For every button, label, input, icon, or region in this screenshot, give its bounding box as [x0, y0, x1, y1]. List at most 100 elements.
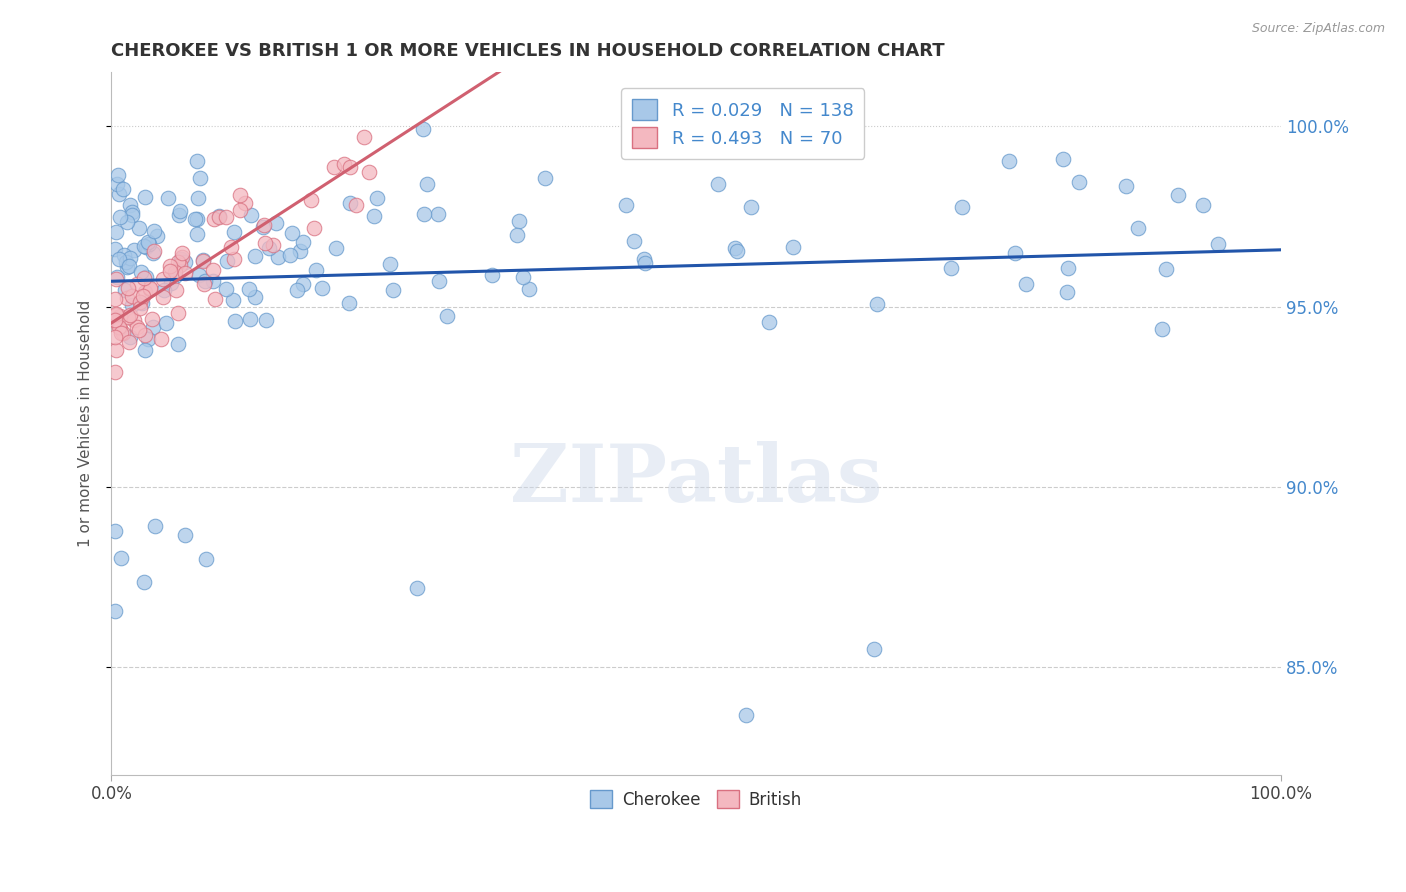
Point [142, 245, 165, 260]
Point [707, 177, 730, 191]
Point [412, 121, 434, 136]
Point [184, 212, 207, 227]
Point [134, 327, 156, 342]
Point [534, 170, 557, 185]
Point [506, 227, 529, 242]
Point [146, 228, 169, 243]
Point [204, 292, 226, 306]
Point [117, 310, 139, 324]
Point [998, 154, 1021, 169]
Point [104, 311, 127, 326]
Point [357, 165, 380, 179]
Point [104, 330, 127, 344]
Point [104, 365, 127, 379]
Point [105, 343, 128, 357]
Point [1056, 260, 1078, 275]
Point [112, 248, 135, 262]
Point [950, 200, 973, 214]
Point [292, 235, 315, 249]
Point [121, 208, 143, 222]
Point [170, 250, 193, 264]
Point [105, 272, 128, 286]
Point [322, 160, 344, 174]
Point [239, 208, 262, 222]
Point [104, 293, 127, 307]
Y-axis label: 1 or more Vehicles in Household: 1 or more Vehicles in Household [79, 300, 93, 548]
Point [291, 277, 314, 291]
Point [149, 332, 172, 346]
Point [339, 196, 361, 211]
Point [111, 182, 134, 196]
Text: Source: ZipAtlas.com: Source: ZipAtlas.com [1251, 22, 1385, 36]
Point [143, 518, 166, 533]
Point [128, 323, 150, 337]
Point [614, 197, 637, 211]
Point [173, 266, 195, 280]
Point [110, 310, 132, 324]
Point [405, 582, 427, 596]
Point [512, 269, 534, 284]
Point [224, 313, 246, 327]
Point [120, 330, 142, 344]
Point [633, 252, 655, 267]
Point [152, 271, 174, 285]
Point [118, 260, 141, 274]
Point [517, 282, 540, 296]
Point [724, 241, 747, 255]
Point [866, 296, 889, 310]
Point [159, 264, 181, 278]
Point [174, 255, 197, 269]
Point [143, 244, 166, 259]
Point [105, 315, 128, 329]
Point [259, 241, 281, 255]
Point [287, 283, 309, 297]
Point [107, 270, 129, 285]
Point [153, 283, 176, 297]
Point [415, 177, 437, 191]
Point [281, 226, 304, 240]
Point [339, 160, 361, 174]
Point [740, 200, 762, 214]
Point [1206, 236, 1229, 251]
Point [481, 268, 503, 282]
Point [129, 294, 152, 309]
Point [121, 297, 143, 311]
Point [299, 194, 322, 208]
Point [110, 326, 132, 341]
Point [165, 283, 187, 297]
Point [152, 290, 174, 304]
Point [104, 243, 127, 257]
Point [758, 315, 780, 329]
Point [193, 277, 215, 291]
Point [139, 281, 162, 295]
Point [143, 223, 166, 237]
Point [344, 198, 367, 212]
Point [201, 262, 224, 277]
Point [382, 284, 405, 298]
Point [195, 552, 218, 566]
Point [134, 190, 156, 204]
Point [105, 177, 128, 191]
Point [215, 282, 238, 296]
Point [215, 211, 238, 225]
Point [436, 309, 458, 323]
Point [623, 234, 645, 248]
Point [120, 252, 142, 266]
Point [325, 241, 347, 255]
Point [122, 244, 145, 258]
Point [337, 295, 360, 310]
Text: ZIPatlas: ZIPatlas [510, 441, 883, 519]
Point [224, 252, 246, 267]
Point [169, 258, 191, 272]
Point [245, 290, 267, 304]
Point [245, 249, 267, 263]
Point [1056, 285, 1078, 299]
Point [278, 248, 301, 262]
Point [311, 281, 333, 295]
Point [104, 604, 127, 618]
Point [115, 291, 138, 305]
Point [104, 308, 127, 322]
Point [132, 271, 155, 285]
Point [167, 208, 190, 222]
Point [107, 187, 129, 202]
